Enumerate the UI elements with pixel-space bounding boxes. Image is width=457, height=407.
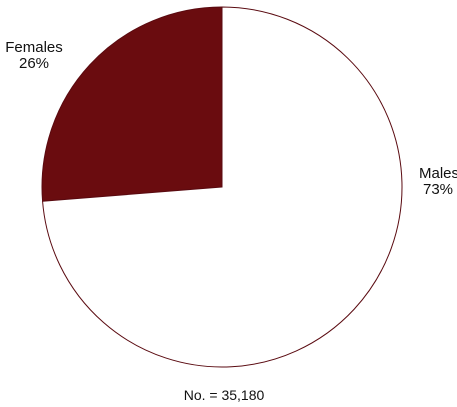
slice-percent-females: 26%	[19, 55, 49, 72]
pie-slices	[41, 6, 403, 368]
slice-percent-males: 73%	[423, 181, 453, 198]
pie-slice-males	[42, 6, 403, 368]
slice-label-males: Males	[419, 165, 457, 182]
sample-size-note: No. = 35,180	[184, 387, 265, 403]
pie-slice-females	[41, 6, 223, 202]
slice-label-females: Females	[5, 39, 63, 56]
